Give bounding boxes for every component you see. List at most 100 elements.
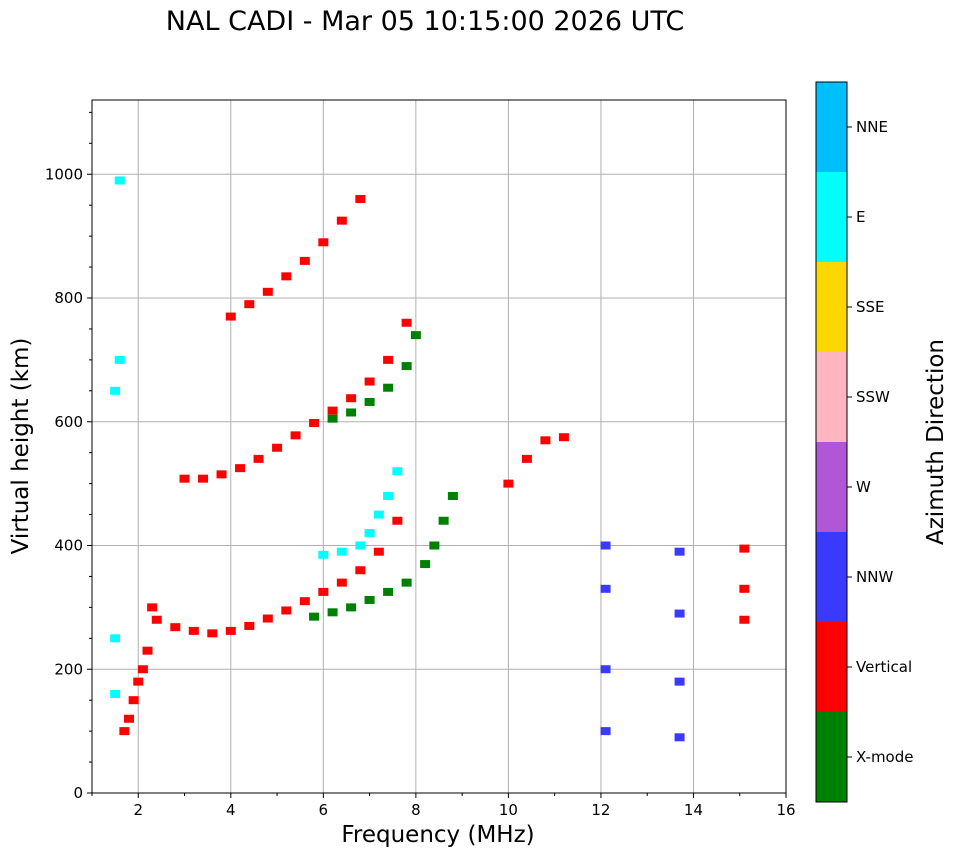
data-point [346,603,357,612]
colorbar-tick-label: X-mode [856,748,913,766]
data-point [355,541,366,550]
data-point [318,587,329,596]
plot-area [92,100,786,793]
colorbar-segment [816,442,847,532]
data-point [262,614,273,623]
data-point [188,626,199,635]
y-tick-label: 600 [54,413,83,431]
data-point [355,195,366,203]
x-tick-label: 8 [411,801,421,819]
data-point [110,634,121,643]
data-point [225,626,236,635]
data-point [401,578,412,587]
colorbar-tick-label: W [856,478,871,496]
data-point [207,629,218,638]
data-point [198,474,209,483]
y-tick-label: 400 [54,537,83,555]
data-point [383,492,394,500]
data-point [290,431,301,440]
data-point [272,443,283,452]
data-point [540,436,551,445]
data-point [392,467,403,476]
data-point [373,547,384,556]
data-point [114,355,125,364]
data-point [383,587,394,596]
plot-frame [91,99,787,794]
data-point [253,454,264,463]
colorbar-segment [816,532,847,622]
y-tick-label: 800 [54,289,83,307]
data-point [364,377,375,386]
data-point [503,479,514,488]
data-point [364,595,375,604]
data-point [327,608,338,617]
data-point [600,727,611,736]
data-point [124,714,135,723]
data-point [739,615,750,624]
colorbar-tick-label: NNE [856,118,888,136]
colorbar-frame [815,81,848,803]
data-point [674,609,685,618]
colorbar-segment [816,712,847,802]
data-point [318,550,329,559]
data-point [114,176,125,185]
data-point [142,646,153,655]
data-point [110,690,121,698]
data-point [401,362,412,371]
data-point [438,516,449,525]
colorbar-label: Azimuth Direction [923,339,949,545]
data-point [364,529,375,538]
data-marks [110,176,750,742]
y-axis-label: Virtual height (km) [8,338,34,555]
data-point [262,287,273,296]
data-point [318,238,329,247]
data-point [235,464,246,473]
chart-title: NAL CADI - Mar 05 10:15:00 2026 UTC [165,6,685,37]
data-point [281,272,292,281]
data-point [309,418,320,427]
colorbar-segment [816,622,847,712]
data-point [383,383,394,392]
colorbar-segment [816,82,847,172]
data-point [151,615,162,624]
x-tick-label: 6 [319,801,329,819]
data-point [244,300,255,309]
data-point [336,216,347,225]
data-point [739,544,750,553]
data-point [170,623,181,632]
data-point [336,578,347,587]
data-point [558,433,569,442]
x-tick-label: 14 [684,801,703,819]
data-point [133,677,144,686]
data-point [373,510,384,519]
x-tick-label: 12 [591,801,610,819]
data-point [521,454,532,463]
data-point [137,665,148,674]
data-point [346,394,357,403]
x-tick-label: 16 [776,801,795,819]
colorbar: X-mode Vertical NNW W SSW SSE E NNE [815,81,913,803]
data-point [674,733,685,742]
data-point [346,408,357,417]
colorbar-segment [816,172,847,262]
data-point [327,406,338,415]
data-point [309,612,320,621]
data-point [147,603,158,612]
x-axis-label: Frequency (MHz) [341,822,534,848]
data-point [244,621,255,630]
data-point [674,547,685,556]
data-point [447,492,458,500]
y-tick-label: 200 [54,660,83,678]
data-point [674,677,685,686]
data-point [327,414,338,423]
colorbar-tick-label: NNW [856,568,893,586]
data-point [600,541,611,550]
axes: 2 4 6 8 10 12 14 16 0 200 400 600 800 1000 [45,111,796,819]
data-point [355,566,366,575]
data-point [739,584,750,593]
colorbar-tick-label: SSE [856,298,885,316]
colorbar-tick-label: E [856,208,865,226]
y-tick-label: 1000 [45,165,83,183]
data-point [119,727,130,736]
